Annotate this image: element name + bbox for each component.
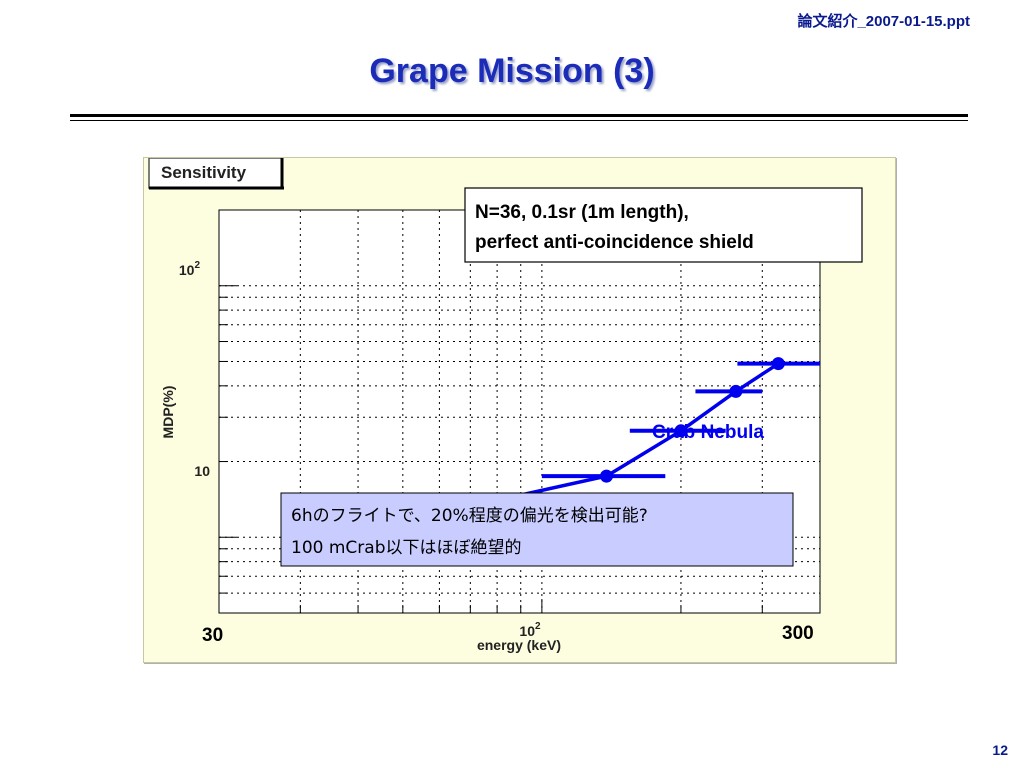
panel-title-box xyxy=(148,158,283,189)
y-tick-label-100: 102 xyxy=(179,260,201,278)
params-line-1: N=36, 0.1sr (1m length), xyxy=(475,202,689,223)
slide-title: Grape Mission (3) xyxy=(369,52,655,90)
page-number: 12 xyxy=(992,742,1008,758)
x-label-30: 30 xyxy=(202,625,223,646)
data-point xyxy=(599,469,613,483)
title-rule-thin xyxy=(70,120,968,121)
params-line-2: perfect anti-coincidence shield xyxy=(475,232,754,253)
note-line-1: 6hのフライトで、20%程度の偏光を検出可能? xyxy=(291,506,648,526)
data-point xyxy=(771,357,785,371)
title-rule xyxy=(70,114,968,117)
y-axis-label: MDP(%) xyxy=(160,386,176,439)
panel-title: Sensitivity xyxy=(161,163,247,182)
note-line-2: 100 mCrab以下はほぼ絶望的 xyxy=(291,538,521,558)
x-tick-label-100: 102 xyxy=(519,621,541,639)
data-point xyxy=(674,424,688,438)
note-box xyxy=(280,492,794,567)
data-point xyxy=(729,384,743,398)
series-label-crab-nebula: Crab Nebula xyxy=(652,422,764,443)
sensitivity-plot-panel: Sensitivity MDP(%) energy (keV) 102 10 1… xyxy=(143,157,896,663)
x-axis-label: energy (keV) xyxy=(477,637,561,653)
filename-label: 論文紹介_2007-01-15.ppt xyxy=(797,13,970,30)
sensitivity-chart: Sensitivity MDP(%) energy (keV) 102 10 1… xyxy=(148,158,863,653)
y-tick-label-10: 10 xyxy=(194,463,210,479)
params-annotation-box xyxy=(464,187,863,263)
x-label-300: 300 xyxy=(782,623,814,644)
axis-ticks xyxy=(219,285,763,613)
